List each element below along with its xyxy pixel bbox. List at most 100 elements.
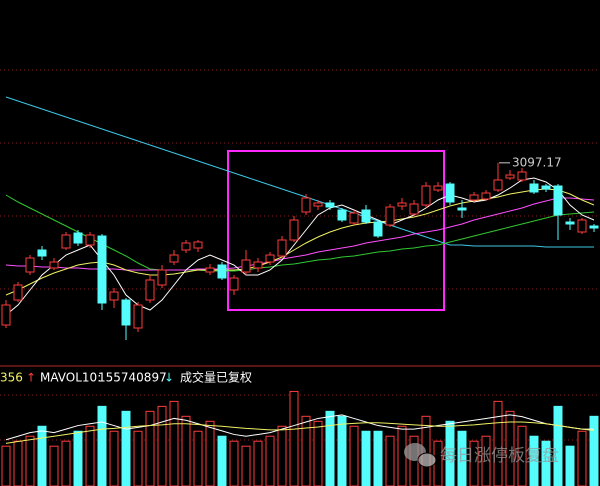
candle-body [553,185,563,216]
candle-body [517,171,527,181]
high-annotation: 3097.17 [512,155,562,169]
candle-body [109,291,119,301]
volume-bar [541,440,551,486]
candle-body [361,209,371,223]
volume-bar [301,415,311,486]
volume-bar [13,440,23,486]
candle-body [169,254,179,263]
volume-bar [145,410,155,486]
volume-bar [457,430,467,486]
volume-bar [529,435,539,486]
candle-body [433,185,443,191]
up-arrow: ↑ [26,371,36,385]
volume-bar [505,410,515,486]
volume-bar [469,440,479,486]
candle-body [469,194,479,201]
volume-bar [289,390,299,486]
volume-bar [25,435,35,486]
volume-bar [385,435,395,486]
candle-body [301,197,311,213]
volume-bar [349,425,359,486]
candle-body [385,206,395,226]
candle-body [241,259,251,273]
candle-body [445,183,455,203]
candle-body [493,179,503,191]
volume-bar [49,445,59,486]
watermark-text: 每日涨停板复盘 [440,446,559,466]
highlight-box [227,150,445,311]
candle-body [589,225,599,229]
volume-bar [493,400,503,486]
volume-bar [565,445,575,486]
candle-body [325,202,335,208]
candle-body [25,257,35,273]
volume-bar [577,430,587,486]
candle-body [337,209,347,221]
volume-bar [481,435,491,486]
candle-body [349,212,359,224]
candle-body [145,279,155,301]
volume-bar [553,405,563,486]
candle-body [529,183,539,193]
candle-body [565,221,575,225]
volume-bar [61,440,71,486]
candle-body [457,207,467,211]
volume-bar [193,430,203,486]
volume-bar [73,430,83,486]
watermark-icon [417,452,437,468]
volume-bar [373,430,383,486]
mavol-value: 155740897 [98,371,167,385]
candle-body [265,254,275,263]
ma-line [5,194,595,272]
candle-body [481,192,491,200]
candle-body [121,299,131,326]
watermark: 每日涨停板复盘 [404,443,559,468]
volume-bar [337,415,347,486]
volume-bar [181,415,191,486]
ma-line [5,96,594,248]
ma-line [5,414,594,441]
volume-bar [265,435,275,486]
volume-bar [397,425,407,486]
candle-body [577,219,587,233]
volume-bar [169,400,179,486]
candle-body [73,232,83,244]
down-arrow: ↓ [164,371,174,385]
ma-line [5,197,595,271]
mavol-label: MAVOL10: [40,371,101,385]
candle-body [505,174,515,179]
volume-bar [121,410,131,486]
volume-bar [589,415,599,486]
volume-bar [205,420,215,486]
candle-body [49,261,59,269]
candle-body [289,219,299,241]
candle-body [229,277,239,291]
volume-bar [1,445,11,486]
candle-body [85,234,95,246]
candle-body [97,235,107,304]
volume-header: 356 ↑ MAVOL10: 155740897 ↓ 成交量已复权 [0,370,252,385]
volume-bar [97,405,107,486]
candle-body [193,241,203,249]
candle-body [133,304,143,329]
volume-note: 成交量已复权 [180,370,252,385]
candle-body [157,269,167,286]
volume-bar [325,410,335,486]
candle-body [253,261,263,269]
candle-body [61,234,71,249]
volume-bar [85,425,95,486]
candle-body [181,242,191,251]
volume-bar [217,435,227,486]
volume-bar [109,430,119,486]
volume-bar [253,440,263,486]
candle-body [205,267,215,273]
candle-body [409,203,419,215]
volume-bar [361,430,371,486]
volume-bar [229,440,239,486]
ma-line [5,421,595,444]
volume-bar [241,445,251,486]
candle-body [421,185,431,206]
candle-body [1,304,11,326]
volume-bar [133,430,143,486]
